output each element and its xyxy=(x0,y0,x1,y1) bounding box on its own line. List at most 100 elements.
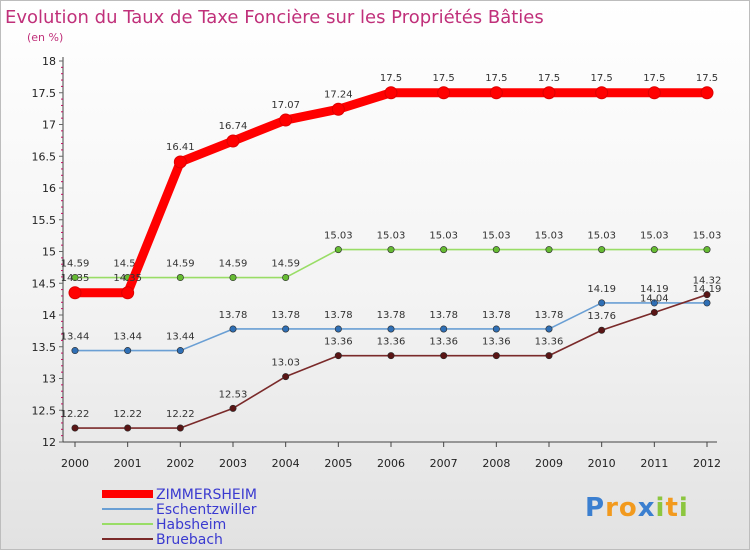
data-point xyxy=(229,404,237,412)
legend-label: Eschentzwiller xyxy=(156,502,257,518)
data-point xyxy=(437,86,451,100)
x-tick-label: 2009 xyxy=(535,457,563,470)
data-label: 15.03 xyxy=(482,231,511,242)
y-tick-label: 12 xyxy=(42,436,56,449)
data-point xyxy=(176,424,184,432)
data-point xyxy=(647,86,661,100)
data-point xyxy=(384,86,398,100)
x-tick-label: 2003 xyxy=(219,457,247,470)
x-tick-label: 2001 xyxy=(114,457,142,470)
legend-label: ZIMMERSHEIM xyxy=(156,487,257,503)
data-point xyxy=(334,325,342,333)
y-tick-label: 15 xyxy=(42,246,56,259)
x-tick-label: 2012 xyxy=(693,457,721,470)
logo-letter: o xyxy=(618,493,638,523)
data-label: 15.03 xyxy=(429,231,458,242)
data-label: 15.03 xyxy=(377,231,406,242)
data-label: 13.44 xyxy=(166,332,195,343)
data-label: 14.59 xyxy=(271,259,300,270)
data-point xyxy=(492,352,500,360)
data-label: 13.36 xyxy=(324,337,353,348)
legend-label: Habsheim xyxy=(156,517,226,533)
data-label: 13.78 xyxy=(535,310,564,321)
data-point xyxy=(440,325,448,333)
data-label: 14.35 xyxy=(113,273,142,284)
legend-item-eschentzwiller: Eschentzwiller xyxy=(102,502,257,518)
y-tick-label: 15.5 xyxy=(32,214,57,227)
y-tick-label: 16 xyxy=(42,182,56,195)
data-label: 12.22 xyxy=(113,409,142,420)
data-label: 15.03 xyxy=(324,231,353,242)
data-point xyxy=(176,274,184,282)
data-point xyxy=(282,325,290,333)
series-zimmersheim: 14.35 14.35 16.41 16.74 17.07 17.24 17.5 17.5 17… xyxy=(61,73,718,300)
data-label: 17.5 xyxy=(538,73,560,84)
data-label: 13.78 xyxy=(377,310,406,321)
data-point xyxy=(334,246,342,254)
data-label: 15.03 xyxy=(693,231,722,242)
y-tick-label: 14.5 xyxy=(32,277,57,290)
data-point xyxy=(387,246,395,254)
legend-item-bruebach: Bruebach xyxy=(102,532,223,548)
data-point xyxy=(226,134,240,148)
data-point xyxy=(650,308,658,316)
data-label: 17.5 xyxy=(433,73,455,84)
x-tick-label: 2004 xyxy=(272,457,300,470)
data-point xyxy=(492,325,500,333)
data-label: 16.74 xyxy=(219,121,248,132)
data-point xyxy=(703,299,711,307)
y-tick-label: 13.5 xyxy=(32,341,57,354)
series-layer: 13.44 13.44 13.44 13.78 13.78 13.78 13.78 13.78… xyxy=(61,73,722,432)
x-tick-label: 2010 xyxy=(588,457,616,470)
legend-item-zimmersheim: ZIMMERSHEIM xyxy=(102,487,257,503)
data-label: 14.59 xyxy=(219,259,248,270)
data-label: 13.78 xyxy=(324,310,353,321)
data-label: 16.41 xyxy=(166,142,195,153)
chart-subtitle: (en %) xyxy=(27,31,63,44)
data-point xyxy=(331,102,345,116)
data-label: 17.5 xyxy=(643,73,665,84)
data-point xyxy=(229,325,237,333)
data-point xyxy=(71,274,79,282)
data-label: 13.78 xyxy=(219,310,248,321)
data-point xyxy=(492,246,500,254)
data-point xyxy=(124,347,132,355)
proxiti-logo: Proxiti xyxy=(585,493,705,523)
data-label: 12.22 xyxy=(61,409,90,420)
data-label: 14.35 xyxy=(61,273,90,284)
data-point xyxy=(545,325,553,333)
data-label: 12.22 xyxy=(166,409,195,420)
data-point xyxy=(440,352,448,360)
data-point xyxy=(387,352,395,360)
data-label: 12.53 xyxy=(219,389,248,400)
y-tick-label: 18 xyxy=(42,55,56,68)
logo-letter: x xyxy=(637,493,656,523)
data-label: 13.03 xyxy=(271,358,300,369)
data-label: 13.78 xyxy=(271,310,300,321)
data-label: 14.04 xyxy=(640,293,669,304)
data-point xyxy=(121,286,135,300)
legend-item-habsheim: Habsheim xyxy=(102,517,226,533)
data-label: 17.5 xyxy=(380,73,402,84)
series-habsheim: 14.59 14.59 14.59 14.59 14.59 15.03 15.03 15.03… xyxy=(61,231,722,282)
y-tick-label: 17.5 xyxy=(32,87,57,100)
legend-label: Bruebach xyxy=(156,532,223,548)
data-point xyxy=(703,291,711,299)
data-point xyxy=(650,246,658,254)
series-eschentzwiller: 13.44 13.44 13.44 13.78 13.78 13.78 13.78 13.78… xyxy=(61,284,722,355)
logo-letter: i xyxy=(655,493,666,523)
data-point xyxy=(598,299,606,307)
data-label: 15.03 xyxy=(587,231,616,242)
data-label: 14.19 xyxy=(693,284,722,295)
data-point xyxy=(542,86,556,100)
data-point xyxy=(124,424,132,432)
data-point xyxy=(229,274,237,282)
data-label: 14.19 xyxy=(587,284,616,295)
logo-letter: r xyxy=(605,493,619,523)
data-point xyxy=(595,86,609,100)
data-point xyxy=(545,246,553,254)
y-tick-label: 14 xyxy=(42,309,56,322)
data-point xyxy=(68,286,82,300)
